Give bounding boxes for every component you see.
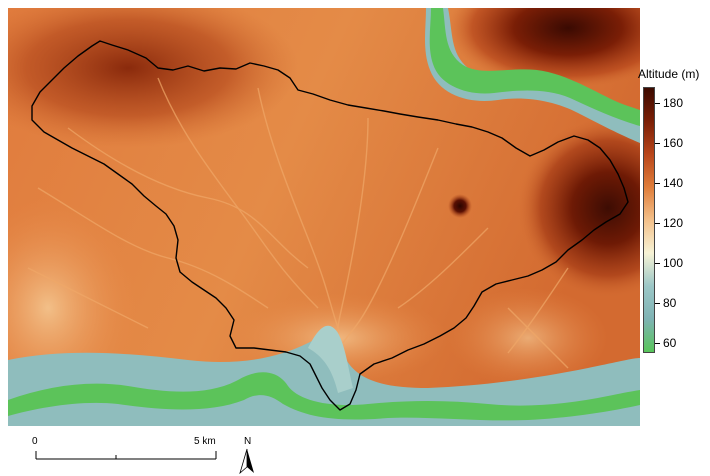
legend-tick-label: 180 bbox=[663, 96, 684, 110]
terrain-summit-spot bbox=[448, 194, 472, 218]
valley-network bbox=[27, 77, 569, 369]
legend-tick-mark bbox=[655, 343, 660, 344]
legend-tick-label: 120 bbox=[663, 216, 684, 230]
scale-bar bbox=[35, 451, 217, 460]
river-northeast bbox=[429, 8, 640, 126]
legend-tick-mark bbox=[655, 183, 660, 184]
terrain-hill-east bbox=[518, 118, 640, 298]
scale-end-label: 5 km bbox=[194, 436, 216, 447]
river-south bbox=[8, 372, 640, 421]
north-label: N bbox=[244, 436, 252, 447]
legend-tick-label: 60 bbox=[663, 336, 677, 350]
legend-tick-label: 80 bbox=[663, 296, 677, 310]
catchment-boundary bbox=[31, 40, 629, 411]
legend-tick-mark bbox=[655, 223, 660, 224]
legend-tick-label: 140 bbox=[663, 176, 684, 190]
terrain-hill-northwest bbox=[8, 8, 298, 148]
legend-tick-mark bbox=[655, 143, 660, 144]
legend-tick-label: 160 bbox=[663, 136, 684, 150]
legend-tick-mark bbox=[655, 103, 660, 104]
terrain-hill-northeast bbox=[448, 8, 640, 88]
legend-title: Altitude (m) bbox=[638, 67, 700, 81]
valley-tributary bbox=[308, 325, 353, 393]
legend-color-ramp bbox=[643, 87, 655, 353]
legend-tick-mark bbox=[655, 303, 660, 304]
scale-start-label: 0 bbox=[32, 436, 38, 447]
north-arrow-icon bbox=[239, 448, 254, 474]
terrain-lowland-southeast bbox=[448, 288, 608, 388]
legend-tick-mark bbox=[655, 263, 660, 264]
map-canvas[interactable] bbox=[8, 8, 640, 426]
legend-tick-label: 100 bbox=[663, 256, 684, 270]
